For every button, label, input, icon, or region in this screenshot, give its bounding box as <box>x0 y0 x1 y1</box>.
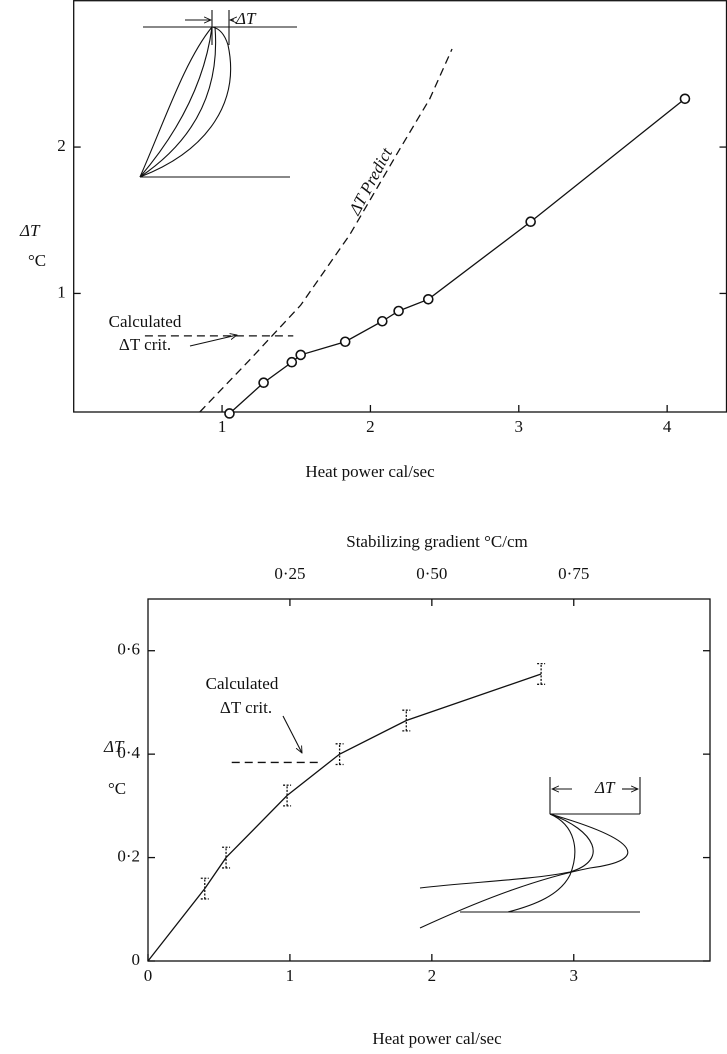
arrow <box>189 335 237 347</box>
error-bar <box>537 662 546 685</box>
x-tick-label: 1 <box>218 417 227 436</box>
series-line <box>229 98 686 414</box>
y-axis-unit: °C <box>28 251 46 270</box>
error-bar <box>402 709 411 732</box>
x-tick-label: 3 <box>515 417 524 436</box>
error-bar <box>283 784 292 807</box>
x2-tick-label: 0·25 <box>274 564 305 583</box>
point <box>258 377 269 389</box>
point <box>286 356 298 368</box>
y-tick-label: 0 <box>132 950 141 969</box>
y-axis-label: ΔT <box>103 737 125 756</box>
error-bar <box>200 877 209 900</box>
error-bar <box>222 846 231 869</box>
point <box>525 216 536 228</box>
point <box>393 305 404 317</box>
point <box>295 349 306 361</box>
annotation: ΔT crit. <box>119 335 171 354</box>
y-tick-label: 2 <box>57 136 66 155</box>
y-axis-label: ΔT <box>19 221 41 240</box>
x-tick-label: 2 <box>366 417 375 436</box>
inset-diagram <box>139 10 297 178</box>
x-tick-label: 4 <box>663 417 672 436</box>
annotation: ΔT crit. <box>220 698 272 717</box>
series-line <box>147 888 206 962</box>
annotation: ΔT <box>594 778 616 797</box>
annotation: Calculated <box>109 312 182 331</box>
annotation: ΔT Predict <box>345 144 397 219</box>
x2-tick-label: 0·50 <box>416 564 447 583</box>
x-tick-label: 3 <box>570 966 579 985</box>
arrow <box>282 715 302 753</box>
y-tick-label: 1 <box>57 282 66 301</box>
point <box>339 336 351 348</box>
x-axis-label: Heat power cal/sec <box>305 462 435 481</box>
y-tick-label: 0·2 <box>117 846 140 865</box>
x-axis-label: Heat power cal/sec <box>372 1029 502 1048</box>
x-tick-label: 1 <box>286 966 295 985</box>
y-tick-label: 0·4 <box>117 743 140 762</box>
point <box>376 315 388 327</box>
point <box>679 93 691 105</box>
y-tick-label: 0·6 <box>117 640 140 659</box>
point <box>422 293 434 305</box>
x-tick-label: 2 <box>428 966 437 985</box>
x-tick-label: 0 <box>144 966 153 985</box>
plot-frame <box>147 598 711 962</box>
series-line <box>199 48 453 413</box>
x2-axis-label: Stabilizing gradient °C/cm <box>346 532 528 551</box>
y-axis-unit: °C <box>108 779 126 798</box>
annotation: ΔT <box>235 9 257 28</box>
annotation: Calculated <box>206 674 279 693</box>
point <box>224 408 235 419</box>
plot-frame <box>73 0 727 413</box>
series-line <box>204 673 542 889</box>
error-bar <box>335 743 344 766</box>
x2-tick-label: 0·75 <box>558 564 589 583</box>
inset-diagram <box>419 777 641 929</box>
